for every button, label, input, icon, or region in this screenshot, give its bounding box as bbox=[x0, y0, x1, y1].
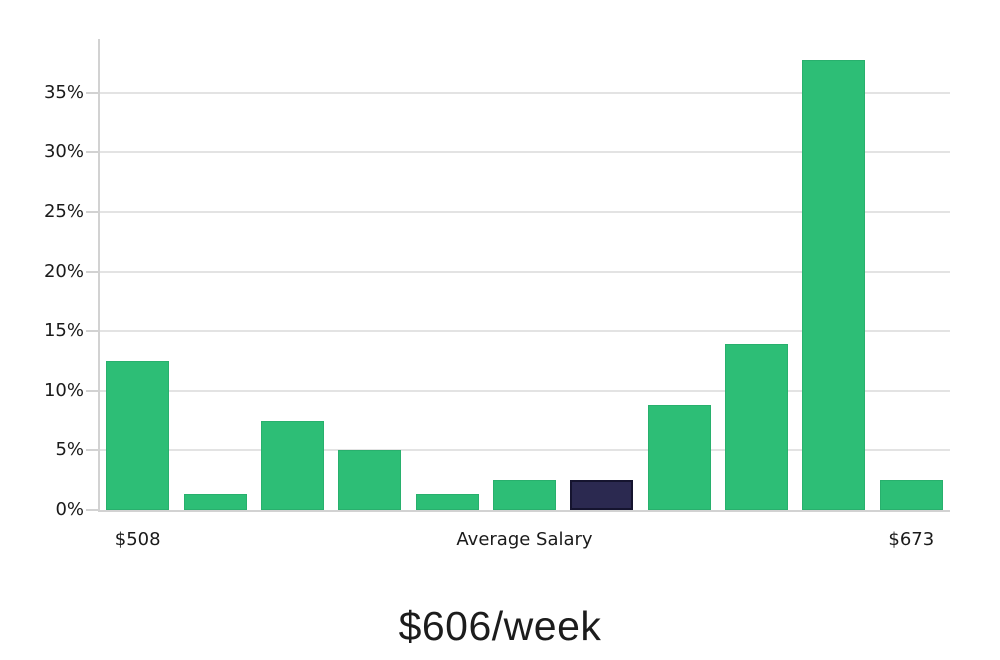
bar bbox=[647, 405, 711, 510]
x-tick-label: Average Salary bbox=[456, 529, 593, 550]
y-tick-label: 20% bbox=[43, 260, 84, 282]
y-tick-mark bbox=[86, 330, 99, 333]
y-tick-mark bbox=[86, 509, 99, 511]
y-tick-label: 25% bbox=[43, 200, 84, 222]
bar bbox=[415, 494, 479, 510]
x-tick-label: $673 bbox=[888, 529, 935, 550]
x-tick-label: $508 bbox=[114, 529, 161, 550]
y-tick-mark bbox=[86, 210, 99, 213]
x-axis-line bbox=[98, 510, 950, 512]
bar bbox=[183, 494, 247, 510]
y-tick-label: 30% bbox=[43, 141, 84, 163]
y-tick-label: 15% bbox=[43, 320, 84, 342]
y-tick-mark bbox=[86, 151, 99, 154]
bar bbox=[879, 480, 943, 510]
y-tick-mark bbox=[86, 389, 99, 392]
y-tick-mark bbox=[86, 270, 99, 273]
y-tick-label: 0% bbox=[55, 499, 84, 520]
y-tick-label: 10% bbox=[43, 379, 84, 401]
bar bbox=[106, 360, 170, 510]
bar bbox=[725, 344, 789, 510]
bar-average-salary bbox=[570, 480, 634, 510]
y-axis-line bbox=[98, 39, 100, 510]
y-tick-mark bbox=[86, 91, 99, 94]
y-tick-label: 35% bbox=[43, 81, 84, 103]
bar bbox=[260, 420, 324, 510]
bar bbox=[338, 450, 402, 510]
bar bbox=[493, 480, 556, 510]
bar bbox=[802, 60, 866, 510]
y-tick-mark bbox=[86, 449, 99, 452]
y-tick-label: 5% bbox=[55, 439, 84, 461]
average-salary-title: $606/week bbox=[398, 603, 602, 649]
